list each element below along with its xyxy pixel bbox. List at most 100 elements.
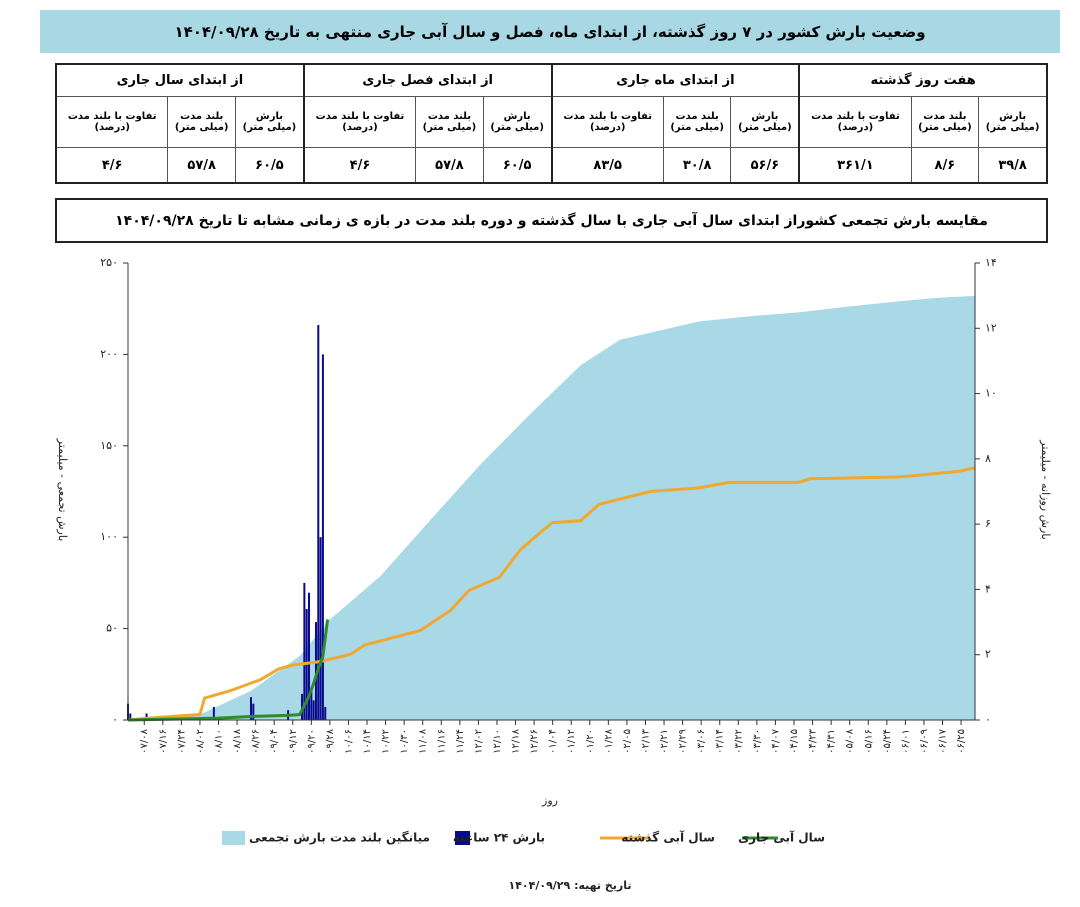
x-tick-label: ۰۸/۱۸ [232,728,243,753]
x-tick-label: ۰۹/۲۰ [306,729,317,754]
bar [312,700,315,720]
header-line: تفاوت با بلند مدت [67,111,157,122]
column-header: بارش (میلی متر) [482,96,553,148]
header-line: بارش [503,111,531,122]
legend-label: سال آبی گذشته [621,830,715,845]
bar [321,354,324,720]
line [127,619,330,722]
cell: ۴/۶ [302,147,417,184]
x-tick-label: ۰۷/۱۶ [158,729,169,754]
column-header: تفاوت با بلند مدت (درصد) [55,96,169,148]
x-tick-label: ۰۱/۲۰ [585,729,596,754]
group-header: هفت روز گذشته [798,63,1048,97]
header-line: (میلی متر) [174,122,229,133]
column-header: بلند مدت (میلی متر) [662,96,732,148]
y-tick-label: ۵۰ [106,622,118,635]
header-line: بلند مدت [675,111,719,122]
x-tick-label: ۱۲/۱۰ [492,729,503,754]
x-tick-label: ۰۲/۲۹ [678,729,689,754]
column-header: بلند مدت (میلی متر) [415,96,484,148]
x-tick-label: ۰۴/۲۳ [808,728,819,753]
x-tick-label: ۰۲/۲۱ [659,729,670,754]
x-tick-label: ۱۰/۲۲ [381,729,392,754]
column-header: بلند مدت (میلی متر) [167,96,237,148]
header-line: (میلی متر) [490,122,544,133]
header-line: (درصد) [837,122,874,133]
y-tick-label: ۱۰۰ [100,530,118,543]
x-tick-label: ۰۱/۱۲ [566,729,577,754]
bar [212,706,215,720]
header-line: (میلی متر) [918,122,972,133]
y2-tick-label: ۱۴ [985,256,997,269]
x-tick-label: ۰۷/۰۸ [139,728,150,753]
header-line: بلند مدت [180,111,224,122]
header-line: (میلی متر) [985,122,1040,133]
x-tick-label: ۱۰/۳۰ [399,729,410,754]
cell: ۵۷/۸ [415,147,484,184]
cell: ۳۶۱/۱ [798,147,912,184]
bar [249,697,252,720]
header-line: بلند مدت [923,111,967,122]
y-axis-label: بارش تجمعی - میلیمتر [56,438,69,542]
column-header: تفاوت با بلند مدت (درصد) [550,96,664,148]
x-tick-label: ۱۲/۲۶ [529,729,540,754]
y2-tick-label: ۱۰ [985,387,997,400]
bar [145,713,148,720]
bar [303,582,306,720]
column-header: بلند مدت (میلی متر) [910,96,980,148]
legend-label: سال آبی جاری [738,830,825,845]
x-tick-label: ۱۲/۱۸ [511,728,522,753]
y-tick-label: ۰ [112,713,118,726]
header-line: بارش [999,111,1027,122]
header-line: (درصد) [342,122,378,133]
cell: ۴/۶ [55,147,169,184]
y2-tick-label: ۰ [985,713,991,726]
x-tick-label: ۰۵/۰۸ [845,728,856,753]
bar [319,537,322,720]
x-tick-label: ۰۳/۱۴ [715,729,726,754]
footer: تاریخ تهیه: ۱۴۰۴/۰۹/۲۹ [508,879,631,892]
chart-title: مقایسه بارش تجمعی کشوراز ابتدای سال آبی … [55,198,1048,243]
x-tick-label: ۰۹/۲۸ [325,728,336,753]
value-row: ۳۹/۸ ۸/۶ ۳۶۱/۱ ۵۶/۶ ۳۰/۸ ۸۳/۵ ۶۰/۵ ۵۷/۸ ۴/۶ ۶۰/۵ ۵… [55,147,1048,184]
x-tick-label: ۰۹/۱۲ [288,729,299,754]
column-header: تفاوت با بلند مدت (درصد) [302,96,417,148]
x-tick-label: ۰۴/۳۱ [826,729,837,754]
bar [314,622,317,720]
area [128,295,975,720]
y2-tick-label: ۲ [985,648,991,661]
x-tick-label: ۰۴/۱۵ [789,729,800,754]
x-axis-label: روز [541,794,558,807]
x-tick-label: ۰۸/۰۲ [195,729,206,754]
y2-axis-label: بارش روزانه - میلیمتر [1039,439,1052,539]
cell: ۳۰/۸ [662,147,732,184]
x-tick-label: ۰۶/۲۵ [956,729,967,754]
x-tick-label: ۰۳/۲۲ [733,729,744,754]
x-tick-label: ۰۵/۱۶ [863,729,874,754]
cell: ۳۹/۸ [978,147,1048,184]
y-tick-label: ۲۰۰ [100,347,118,360]
x-tick-label: ۰۱/۰۴ [548,729,559,754]
header-line: (میلی متر) [242,122,297,133]
x-tick-label: ۰۶/۰۹ [919,729,930,754]
x-tick-label: ۱۱/۲۴ [455,729,466,754]
summary-table: هفت روز گذشته از ابتدای ماه جاری از ابتدای… [55,63,1048,184]
legend-label: بارش ۲۴ ساعته [453,831,545,845]
x-tick-label: ۰۸/۱۰ [214,729,225,754]
header-row: بارش (میلی متر) بلند مدت (میلی متر) تفاوت با… [55,96,1048,148]
bar [324,706,327,720]
header-line: (میلی متر) [670,122,724,133]
column-header: بارش (میلی متر) [978,96,1048,148]
header-line: (میلی متر) [738,122,792,133]
x-tick-label: ۰۲/۰۵ [622,729,633,754]
bar [308,592,311,720]
column-header: تفاوت با بلند مدت (درصد) [798,96,912,148]
x-tick-label: ۰۱/۲۸ [603,728,614,753]
x-tick-label: ۰۴/۰۷ [770,728,781,753]
x-tick-label: ۰۲/۱۳ [640,728,651,753]
header-line: بارش [255,111,283,122]
x-tick-label: ۱۱/۱۶ [436,729,447,754]
x-tick-label: ۱۰/۱۴ [362,729,373,754]
y-tick-label: ۱۵۰ [100,439,118,452]
